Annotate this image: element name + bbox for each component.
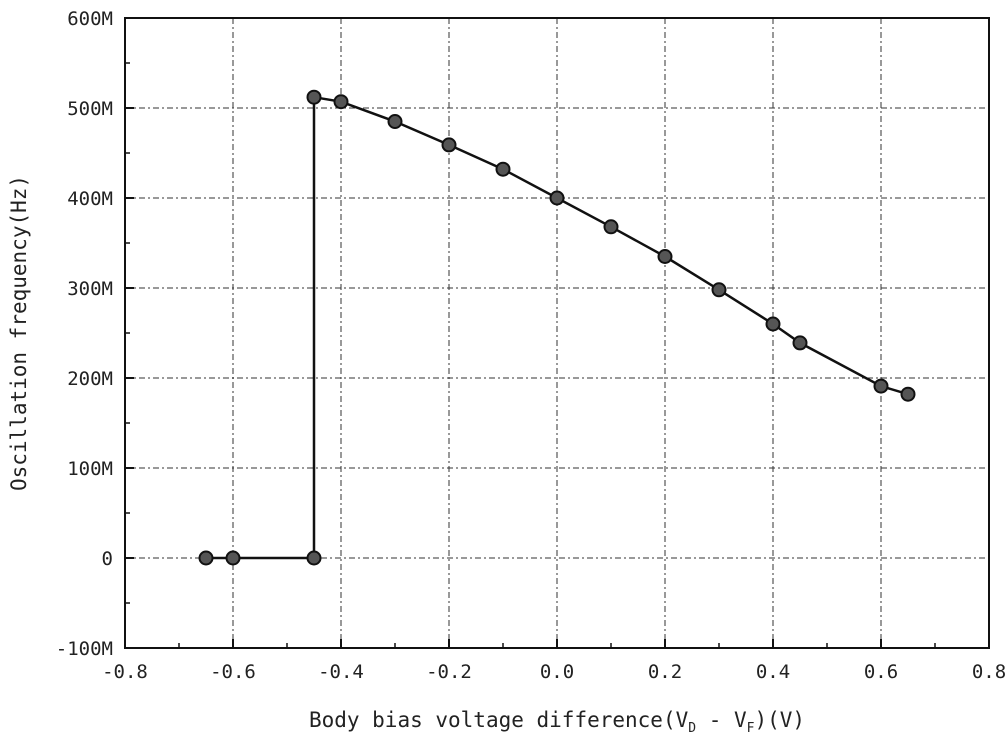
x-axis-title-mid: - V [696,708,747,732]
grid-lines [125,18,989,648]
y-axis-title: Oscillation frequency(Hz) [7,175,31,491]
x-axis-title: Body bias voltage difference(VD - VF)(V) [309,708,805,736]
data-point [198,550,214,566]
x-axis-title-sub-f: F [747,721,755,736]
data-point [306,550,322,566]
series-line [206,95,909,560]
x-tick-label: 0.0 [540,661,574,683]
x-tick-label: -0.4 [318,661,364,683]
x-tick-label: -0.8 [102,661,148,683]
x-axis-title-prefix: Body bias voltage difference(V [309,708,689,732]
x-tick-label: 0.2 [648,661,682,683]
y-tick-label: 500M [67,98,113,120]
y-tick-label: 300M [67,278,113,300]
data-point [792,335,808,351]
y-tick-label: 200M [67,368,113,390]
x-tick-label: 0.8 [972,661,1006,683]
data-point [549,190,565,206]
data-point [900,386,916,402]
data-point [657,249,673,264]
x-tick-label: 0.4 [756,661,790,683]
data-point [387,114,403,129]
data-point [333,94,349,110]
data-point [441,137,457,153]
x-tick-label: -0.6 [210,661,256,683]
axis-ticks [124,17,990,649]
data-point [873,378,889,394]
data-point [306,89,322,105]
y-tick-label: 0 [102,548,113,570]
y-tick-label: -100M [56,638,113,660]
x-axis-title-suffix: )(V) [754,708,805,732]
x-tick-label: -0.2 [426,661,472,683]
data-series [198,89,916,566]
data-point [603,219,619,235]
data-point [765,316,781,332]
y-tick-label: 400M [67,188,113,210]
data-point [711,282,727,298]
data-point [495,161,511,177]
tick-labels: -0.8 -0.6 -0.4 -0.2 0.0 0.2 0.4 0.6 0.8 -100M 0 100… [56,8,1006,683]
x-tick-label: 0.6 [864,661,898,683]
x-axis-title-sub-d: D [688,721,696,736]
data-point [225,550,241,566]
y-tick-label: 600M [67,8,113,30]
y-tick-label: 100M [67,458,113,480]
